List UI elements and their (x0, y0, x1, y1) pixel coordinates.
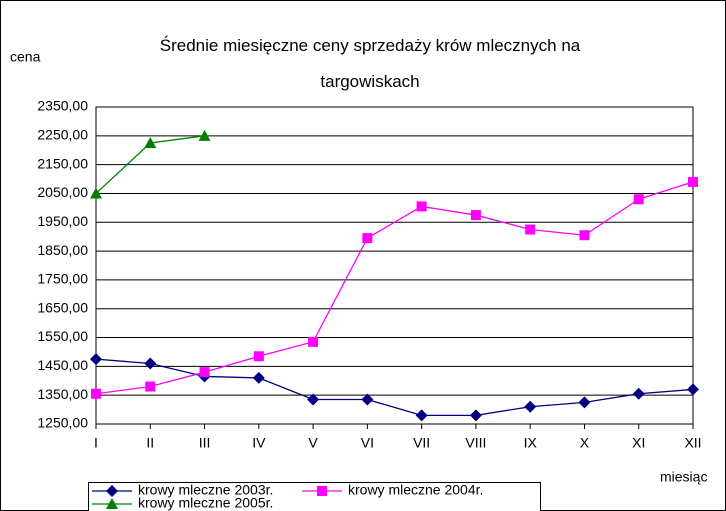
series-line (95, 358, 694, 417)
point (252, 371, 265, 384)
point (632, 387, 645, 400)
y-tick-label: 2050,00 (37, 184, 88, 200)
y-tick-label: 2250,00 (37, 127, 88, 143)
point (199, 367, 210, 378)
point (307, 393, 320, 406)
series-line (95, 181, 694, 395)
point (469, 409, 482, 422)
point (253, 351, 264, 362)
y-tick-label: 1250,00 (37, 415, 88, 431)
plot-border (95, 106, 694, 425)
legend-label: krowy mleczne 2005r. (138, 495, 273, 511)
point (415, 409, 428, 422)
x-tick-label: XII (684, 435, 701, 451)
x-tick-label: II (146, 435, 154, 451)
point (90, 187, 102, 199)
point (308, 336, 319, 347)
point (361, 393, 374, 406)
x-tick-label: III (199, 435, 211, 451)
point (525, 224, 536, 235)
y-tick-label: 2150,00 (37, 155, 88, 171)
x-axis-label: miesiąc (660, 469, 707, 485)
y-tick-label: 1350,00 (37, 386, 88, 402)
point (578, 396, 591, 409)
y-tick-label: 2350,00 (37, 98, 88, 114)
y-tick-label: 1450,00 (37, 357, 88, 373)
point (106, 485, 118, 497)
x-tick-label: XI (632, 435, 645, 451)
point (579, 230, 590, 241)
point (688, 176, 698, 187)
x-tick-label: IV (252, 435, 266, 451)
point (470, 210, 481, 221)
point (90, 353, 102, 366)
point (145, 381, 156, 392)
point (106, 498, 118, 509)
point (362, 233, 373, 244)
point (91, 388, 101, 399)
point (416, 201, 427, 212)
x-tick-label: VIII (465, 435, 486, 451)
y-tick-label: 1650,00 (37, 299, 88, 315)
point (144, 357, 157, 370)
y-tick-label: 1550,00 (37, 328, 88, 344)
point (317, 486, 327, 496)
point (198, 129, 211, 141)
point (524, 400, 537, 413)
point (687, 383, 699, 396)
legend-label: krowy mleczne 2003r. (138, 482, 273, 498)
x-tick-label: V (308, 435, 318, 451)
x-tick-label: VII (413, 435, 430, 451)
y-tick-label: 1950,00 (37, 213, 88, 229)
x-tick-label: I (94, 435, 98, 451)
y-axis-label: cena (10, 49, 41, 65)
x-tick-label: VI (361, 435, 374, 451)
point (144, 137, 157, 149)
x-tick-label: X (580, 435, 590, 451)
x-tick-label: IX (524, 435, 538, 451)
legend-box (88, 482, 541, 511)
y-tick-label: 1850,00 (37, 242, 88, 258)
chart-title: Średnie miesięczne ceny sprzedaży krów m… (159, 36, 581, 91)
point (633, 194, 644, 205)
legend-label: krowy mleczne 2004r. (348, 482, 483, 498)
y-tick-label: 1750,00 (37, 271, 88, 287)
